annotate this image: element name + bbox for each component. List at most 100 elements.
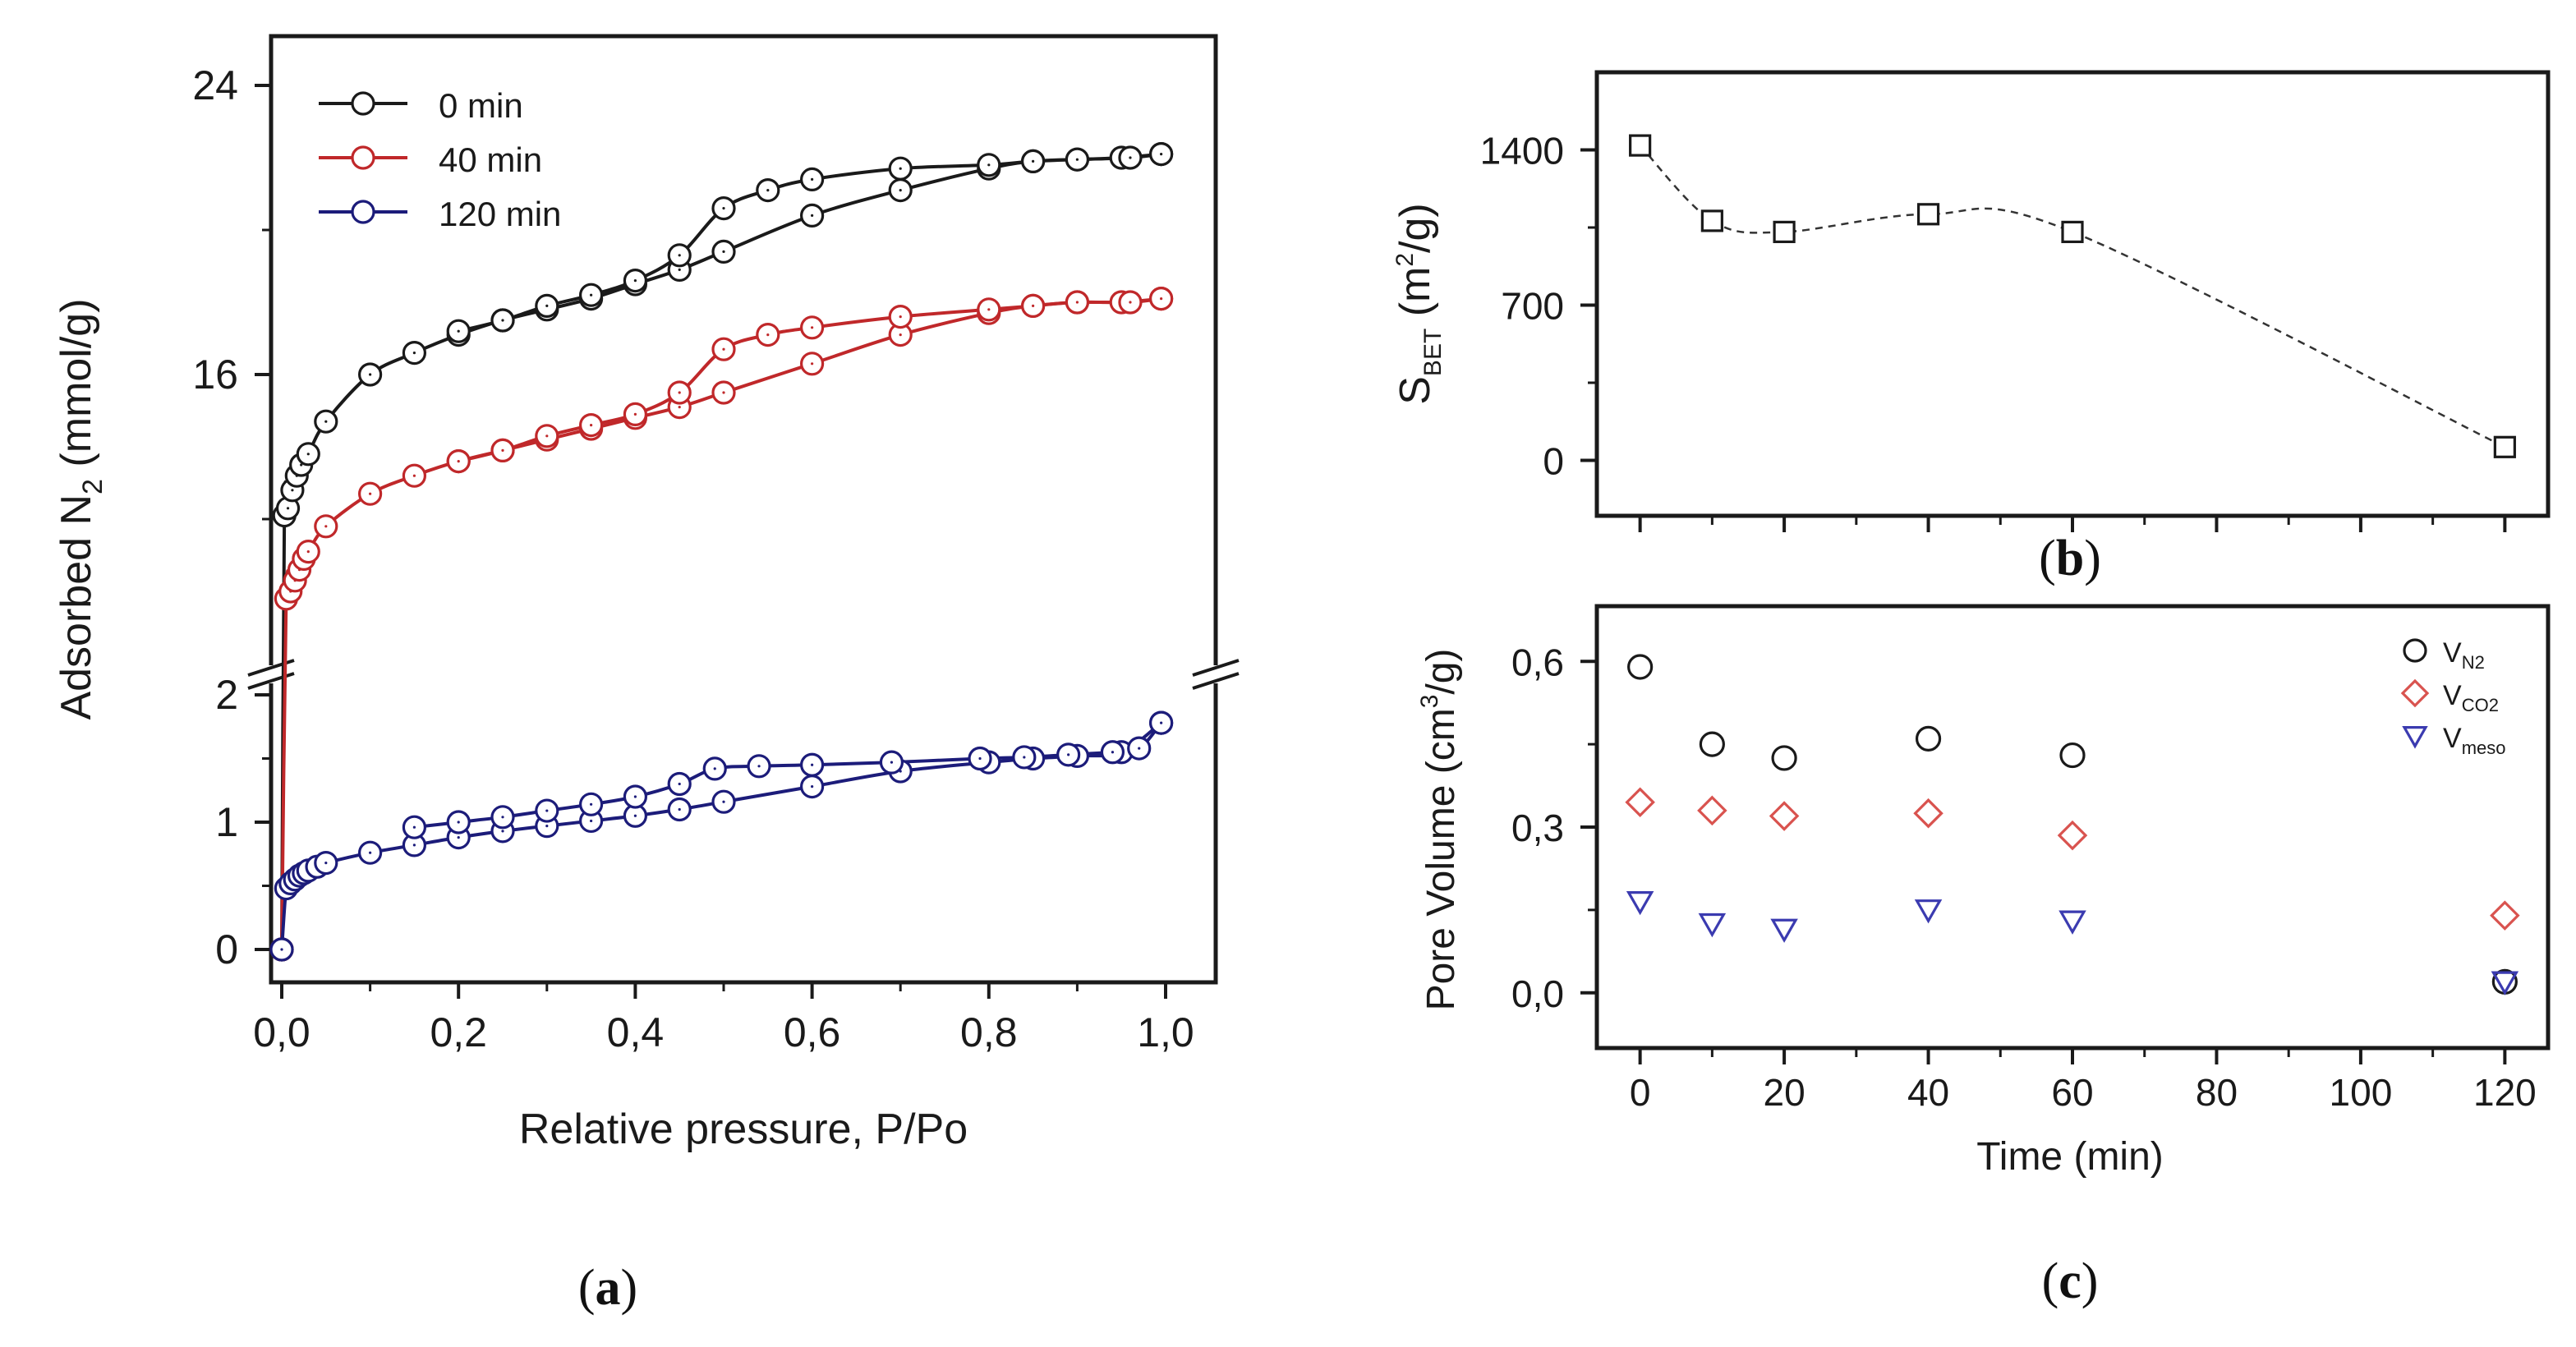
data-point-dot <box>369 851 372 854</box>
data-point-dot <box>1032 159 1035 163</box>
data-point-dot <box>369 373 372 376</box>
series-meso <box>1626 890 2519 995</box>
data-point-dot <box>757 765 761 768</box>
data-point <box>1698 913 1727 938</box>
data-point-dot <box>457 460 460 463</box>
data-point-dot <box>713 767 716 770</box>
legend-entry: Vmeso <box>2402 723 2505 758</box>
data-point-dot <box>300 463 303 467</box>
data-point <box>2061 220 2084 243</box>
panel-a-frame <box>269 34 1218 985</box>
panel-c-x-label: Time (min) <box>1976 1135 2164 1179</box>
data-point-dot <box>457 329 460 333</box>
data-point-dot <box>306 453 310 456</box>
data-point-dot <box>1138 747 1141 750</box>
data-point-dot <box>678 268 681 271</box>
data-point <box>1699 731 1725 757</box>
panel-b: 0 700 1400 SBET (m2/g) (b) <box>1392 70 2551 586</box>
axis-break-mark <box>1192 672 1240 690</box>
y-tick-label: 24 <box>192 62 238 108</box>
data-point-dot <box>457 821 460 824</box>
data-point-dot <box>633 412 637 416</box>
legend-label: VN2 <box>2443 637 2485 673</box>
data-point-dot <box>722 250 725 253</box>
panel-b-axes: 0 700 1400 <box>1480 130 2507 532</box>
panel-c: 0,0 0,3 0,6 0 20 40 60 80 100 120 VN2 VCO2 Vmeso Ti… <box>1416 604 2551 1309</box>
data-point-dot <box>501 816 504 819</box>
data-point-dot <box>545 809 549 812</box>
data-point-dot <box>678 782 681 786</box>
data-point-dot <box>811 785 814 788</box>
data-point <box>1913 798 1944 829</box>
legend-marker <box>2400 678 2430 708</box>
data-point-dot <box>590 819 593 823</box>
panel-a-y-label-sub: 2 <box>77 479 108 494</box>
x-tick-label: 0,8 <box>960 1009 1018 1055</box>
data-point-dot <box>369 492 372 495</box>
data-point-dot <box>501 448 504 453</box>
panel-b-series <box>1629 134 2516 458</box>
y-tick-label: 0,6 <box>1511 641 1564 683</box>
legend-label: 0 min <box>439 86 523 125</box>
data-point-dot <box>501 319 504 322</box>
y-tick-label: 0 <box>215 926 238 972</box>
data-point-dot <box>590 424 593 427</box>
data-point <box>2490 900 2520 931</box>
panel-c-label: (c) <box>2042 1253 2099 1309</box>
data-point-dot <box>811 763 814 766</box>
data-point-dot <box>1160 721 1163 724</box>
x-tick-label: 0 <box>1630 1071 1651 1114</box>
legend-marker <box>351 200 375 224</box>
data-point <box>1627 654 1654 680</box>
data-point-dot <box>978 756 982 761</box>
data-point-dot <box>987 308 991 311</box>
data-point <box>1626 890 1654 916</box>
x-tick-label: 0,6 <box>784 1009 841 1055</box>
desorption-line <box>414 721 1163 830</box>
x-tick-label: 0,4 <box>607 1009 665 1055</box>
data-point-dot <box>678 807 681 811</box>
panel-c-series <box>1625 654 2520 995</box>
panel-a-y-label: Adsorbed N2 (mmol/g) <box>53 298 108 719</box>
data-point-dot <box>291 489 294 492</box>
panel-b-frame <box>1594 70 2551 518</box>
data-point-dot <box>412 825 416 829</box>
data-point-dot <box>590 802 593 806</box>
data-point <box>1625 787 1655 818</box>
legend-entry: 0 min <box>319 86 523 125</box>
x-tick-label: 20 <box>1764 1071 1806 1114</box>
data-point-dot <box>722 391 725 394</box>
data-point-dot <box>987 163 991 167</box>
data-point-dot <box>1160 297 1163 301</box>
data-point-dot <box>1032 304 1035 307</box>
data-point-dot <box>306 550 310 554</box>
data-point-dot <box>412 474 416 477</box>
data-point-dot <box>545 304 549 307</box>
data-point <box>2493 435 2516 458</box>
data-point-dot <box>722 207 725 210</box>
series-40-min <box>269 287 1174 962</box>
series-N2 <box>1627 654 2518 995</box>
x-tick-label: 80 <box>2196 1071 2238 1114</box>
legend-entry: 40 min <box>319 140 542 179</box>
legend-label: VCO2 <box>2443 680 2499 715</box>
data-point-dot <box>1111 751 1115 754</box>
data-point-dot <box>412 844 416 847</box>
panel-c-axes: 0,0 0,3 0,6 0 20 40 60 80 100 120 <box>1511 641 2537 1114</box>
data-point-dot <box>501 830 504 833</box>
panel-b-y-label: SBET (m2/g) <box>1392 203 1447 405</box>
axis-break-gap <box>1191 665 1240 683</box>
legend-marker <box>351 91 375 116</box>
data-point-dot <box>324 420 328 423</box>
data-point-dot <box>1075 158 1079 161</box>
x-tick-label: 40 <box>1907 1071 1949 1114</box>
data-point <box>1769 801 1800 831</box>
panel-a-label: (a) <box>578 1260 637 1316</box>
legend-entry: VN2 <box>2403 637 2485 673</box>
data-point <box>2058 910 2086 935</box>
panel-a-legend: 0 min 40 min 120 min <box>319 86 561 233</box>
panel-b-label: (b) <box>2039 531 2101 586</box>
x-tick-label: 0,0 <box>253 1009 310 1055</box>
series-120-min <box>269 710 1174 962</box>
data-point-dot <box>678 391 681 394</box>
